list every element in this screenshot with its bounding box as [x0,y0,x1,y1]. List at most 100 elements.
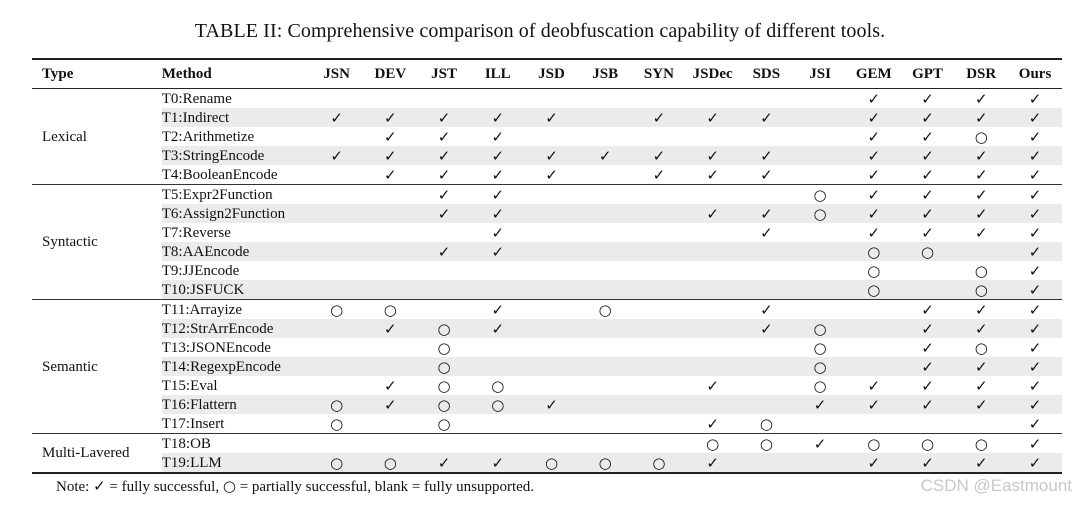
unsupported-cell [632,357,686,376]
full-success-mark: ✓ [760,165,773,184]
full-success-mark: ✓ [470,453,525,473]
unsupported-cell [417,223,471,242]
comparison-table: Type Method JSN DEV JST ILL JSD JSB SYN JSDec SD… [32,58,1062,474]
full-success-mark: ✓ [491,185,505,204]
full-success-mark: ✓ [954,108,1009,127]
unsupported-cell [793,223,847,242]
table-header: Type Method JSN DEV JST ILL JSD JSB SYN JSDec SD… [32,59,1062,89]
full-success-mark: ✓ [417,108,471,127]
unsupported-cell [578,338,632,357]
unsupported-cell [470,280,525,300]
partial-success-mark: ○ [867,434,881,453]
full-success-mark: ✓ [417,146,471,165]
partial-success-mark: ○ [846,242,901,261]
unsupported-cell [632,376,686,395]
unsupported-cell [632,395,686,414]
header-tool-sds: SDS [752,66,781,82]
full-success-mark: ✓ [846,108,901,127]
full-success-mark: ✓ [1028,338,1042,357]
unsupported-cell [632,338,686,357]
unsupported-cell [578,395,633,414]
full-success-mark: ✓ [760,223,773,242]
unsupported-cell [471,89,525,109]
header-tool-ill: ILL [484,66,511,82]
table-row: Syntactic T5:Expr2Function ✓ ✓ ○ ✓ ✓ ✓ ✓ [32,184,1062,300]
unsupported-cell [363,204,418,223]
method-cell: T17:Insert [161,415,225,432]
unsupported-cell [686,127,740,146]
note-full-text: = fully successful, [105,479,223,495]
unsupported-cell [901,261,955,280]
unsupported-cell [525,338,579,357]
full-success-mark: ✓ [524,395,579,414]
partial-success-mark: ○ [437,414,451,433]
table-row: T19:LLM ○ ○ ✓ ✓ ○ ○ ○ ✓ ✓ ✓ ✓ ✓ [32,453,1062,473]
full-success-mark: ✓ [900,108,955,127]
partial-success-mark: ○ [632,453,686,473]
table-row: T16:Flattern ○ ✓ ○ ○ ✓ ✓ ✓ ✓ ✓ ✓ [32,395,1062,414]
full-success-mark: ✓ [954,453,1009,473]
full-success-mark: ✓ [921,300,934,319]
table-row: T8:AAEncode ✓ ✓ ○ ○ ✓ [32,242,1062,261]
header-tool-gem: GEM [855,66,892,82]
unsupported-cell [847,300,901,320]
unsupported-cell [525,376,579,395]
full-success-mark: ✓ [1028,185,1042,204]
type-label: Syntactic [32,184,162,300]
full-success-mark: ✓ [1008,204,1062,223]
partial-success-mark: ○ [330,414,344,433]
unsupported-cell [525,434,579,454]
unsupported-cell [686,185,740,205]
unsupported-cell [525,127,579,146]
full-success-mark: ✓ [954,319,1009,338]
header-tool-ours: Ours [1018,66,1052,82]
partial-success-mark: ○ [759,434,773,453]
partial-success-mark: ○ [793,319,847,338]
method-cell: T16:Flattern [161,395,310,414]
full-success-mark: ✓ [1028,434,1042,453]
partial-success-mark: ○ [524,453,579,473]
unsupported-cell [578,319,633,338]
unsupported-cell [310,127,364,146]
full-success-mark: ✓ [1008,280,1062,300]
unsupported-cell [310,434,364,454]
full-success-mark: ✓ [363,146,418,165]
unsupported-cell [900,280,955,300]
partial-success-mark: ○ [900,242,955,261]
unsupported-cell [793,165,847,185]
partial-success-mark: ○ [470,395,525,414]
unsupported-cell [739,357,794,376]
unsupported-cell [632,414,686,434]
group-lexical: Lexical T0:Rename ✓ ✓ ✓ ✓ T1:Indirect ✓ ✓ ✓ ✓ ✓ ✓ ✓ ✓ ✓… [32,88,1062,185]
full-success-mark: ✓ [363,319,418,338]
table-row: Multi-Lavered T18:OB ○ ○ ✓ ○ ○ ○ ✓ [32,433,1062,473]
full-success-mark: ✓ [900,319,955,338]
unsupported-cell [740,185,794,205]
full-success-mark: ✓ [417,204,471,223]
unsupported-cell [578,414,632,434]
unsupported-cell [363,280,418,300]
partial-success-mark: ○ [974,261,988,280]
full-success-mark: ✓ [974,223,988,242]
table-row: Semantic T11:Arrayize ○ ○ ✓ ○ ✓ ✓ ✓ ✓ [32,299,1062,434]
unsupported-cell [793,242,847,261]
full-success-mark: ✓ [491,300,505,319]
full-success-mark: ✓ [867,376,881,395]
table-row: T14:RegexpEncode ○ ○ ✓ ✓ ✓ [32,357,1062,376]
unsupported-cell [632,242,686,261]
partial-success-mark: ○ [383,300,397,319]
unsupported-cell [525,414,579,434]
full-success-mark: ✓ [524,146,579,165]
full-success-mark: ✓ [846,453,901,473]
unsupported-cell [578,261,632,280]
unsupported-cell [417,89,471,109]
unsupported-cell [578,280,633,300]
partial-success-mark: ○ [867,261,881,280]
unsupported-cell [578,242,633,261]
table-row: T15:Eval ✓ ○ ○ ✓ ○ ✓ ✓ ✓ ✓ [32,376,1062,395]
full-success-mark: ✓ [685,146,740,165]
partial-success-mark: ○ [706,434,720,453]
partial-success-mark: ○ [846,280,901,300]
full-success-mark: ✓ [846,204,901,223]
unsupported-cell [740,376,794,395]
